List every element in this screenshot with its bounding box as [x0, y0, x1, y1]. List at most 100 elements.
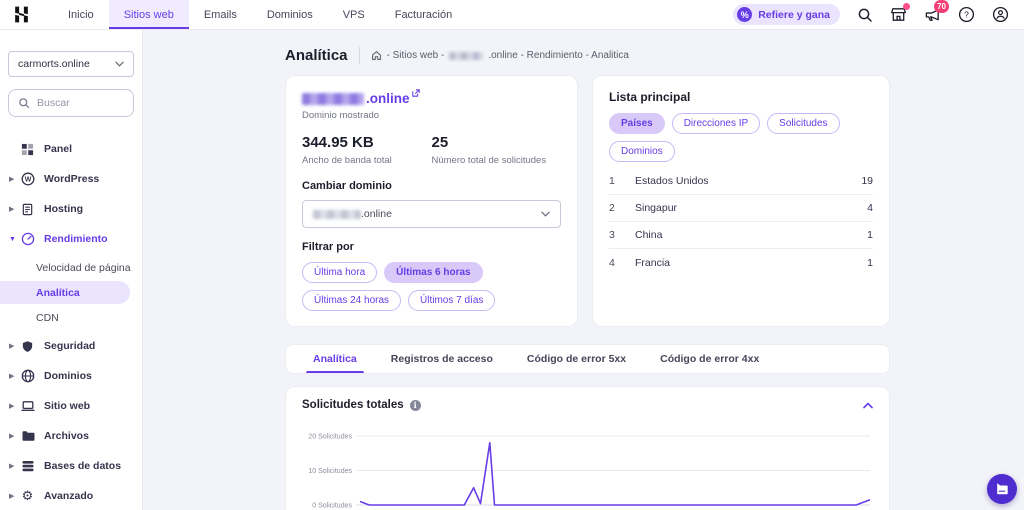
chevron-right-icon: ▶: [9, 176, 15, 183]
tab-analitica[interactable]: Analítica: [296, 345, 374, 373]
overview-card: .online Dominio mostrado 344.95 KB Ancho…: [285, 75, 578, 327]
bandwidth-stat: 344.95 KB Ancho de banda total: [302, 134, 432, 166]
sidebar-item-seguridad[interactable]: ▶ Seguridad: [9, 340, 96, 352]
tab-error-5xx[interactable]: Código de error 5xx: [526, 353, 627, 365]
sidebar-item-avanzado[interactable]: ▶ ⚙ Avanzado: [9, 488, 94, 504]
chevron-down-icon: ▼: [9, 235, 16, 243]
toplist-tab-direcciones-ip[interactable]: Direcciones IP: [671, 113, 761, 134]
chevron-right-icon: ▶: [9, 206, 15, 213]
wordpress-icon: W: [20, 172, 35, 187]
collapse-button[interactable]: [863, 401, 873, 409]
sidebar-item-bases-de-datos[interactable]: ▶ Bases de datos: [9, 459, 122, 474]
filter-ultimas-24-horas[interactable]: Últimas 24 horas: [302, 290, 402, 311]
change-domain-select[interactable]: .online: [302, 200, 561, 228]
info-icon[interactable]: i: [409, 399, 421, 411]
top-list-tabs: Países Direcciones IP Solicitudes Domini…: [609, 113, 873, 162]
redacted-domain: [302, 93, 364, 105]
svg-text:W: W: [24, 177, 31, 184]
main-nav: Inicio Sitios web Emails Dominios VPS Fa…: [53, 0, 467, 29]
chevron-right-icon: ▶: [9, 433, 15, 440]
sidebar-item-panel[interactable]: Panel: [0, 134, 142, 164]
total-requests-title: Solicitudes totales: [302, 399, 404, 411]
hosting-icon: [20, 202, 35, 217]
svg-text:20 Solicitudes: 20 Solicitudes: [308, 433, 352, 440]
hostinger-logo-icon: [15, 6, 28, 23]
search-icon: [858, 8, 872, 22]
domain-caption: Dominio mostrado: [302, 110, 380, 121]
sidebar-search[interactable]: [8, 89, 134, 117]
toplist-tab-paises[interactable]: Países: [609, 113, 665, 134]
filter-ultimos-7-dias[interactable]: Últimos 7 días: [408, 290, 496, 311]
nav-vps[interactable]: VPS: [342, 8, 365, 21]
database-icon: [20, 459, 35, 474]
requests-stat: 25 Número total de solicitudes: [432, 134, 562, 166]
breadcrumb: - Sitios web - .online - Rendimiento - A…: [371, 50, 629, 61]
tab-error-4xx[interactable]: Código de error 4xx: [660, 353, 760, 365]
tab-registros-de-acceso[interactable]: Registros de acceso: [390, 353, 493, 365]
stats-row: 344.95 KB Ancho de banda total 25 Número…: [302, 134, 561, 166]
nav-sitios-web[interactable]: Sitios web: [108, 0, 189, 29]
nav-emails[interactable]: Emails: [203, 8, 237, 21]
sidebar-item-rendimiento[interactable]: ▼ Rendimiento: [9, 232, 108, 247]
sidebar-subitem-cdn[interactable]: CDN: [36, 311, 59, 324]
chevron-right-icon: ▶: [9, 463, 15, 470]
table-row: 1 Estados Unidos 19: [609, 168, 873, 195]
toplist-tab-solicitudes[interactable]: Solicitudes: [767, 113, 840, 134]
hostinger-logo[interactable]: [12, 0, 31, 29]
filter-ultimas-6-horas[interactable]: Últimas 6 horas: [384, 262, 483, 283]
sidebar-menu: Panel ▶ W WordPress ▶ Hosting ▼ Rendimie…: [0, 134, 142, 510]
total-requests-card: Solicitudes totales i 0 Solicitudes 10 So…: [285, 386, 890, 510]
profile-button[interactable]: [991, 5, 1010, 24]
filter-ultima-hora[interactable]: Última hora: [302, 262, 378, 283]
search-icon: [19, 98, 30, 109]
nav-inicio[interactable]: Inicio: [68, 8, 94, 21]
sidebar-item-wordpress[interactable]: ▶ W WordPress: [9, 172, 100, 187]
top-list-title: Lista principal: [609, 90, 691, 104]
chevron-right-icon: ▶: [9, 493, 15, 500]
sidebar-item-dominios[interactable]: ▶ Dominios: [9, 369, 92, 383]
filter-label: Filtrar por: [302, 241, 354, 253]
sidebar: carmorts.online Panel ▶ W WordPress ▶ Ho…: [0, 30, 143, 510]
table-row: 3 China 1: [609, 222, 873, 249]
nav-facturacion[interactable]: Facturación: [394, 8, 453, 21]
sidebar-item-archivos[interactable]: ▶ Archivos: [9, 429, 89, 444]
analytics-tabs: Analítica Registros de acceso Código de …: [285, 344, 890, 374]
requests-line-chart: 0 Solicitudes 10 Solicitudes 20 Solicitude…: [302, 417, 873, 510]
performance-gauge-icon: [20, 232, 35, 247]
requests-label: Número total de solicitudes: [431, 155, 547, 166]
domain-selector[interactable]: carmorts.online: [8, 51, 134, 77]
svg-text:?: ?: [964, 10, 969, 20]
chevron-right-icon: ▶: [9, 343, 15, 350]
chat-widget-button[interactable]: [987, 474, 1017, 504]
chevron-down-icon: [541, 211, 550, 217]
store-notification-dot: [903, 3, 910, 10]
refer-and-earn-button[interactable]: % Refiere y gana: [733, 4, 840, 25]
svg-text:0 Solicitudes: 0 Solicitudes: [312, 503, 352, 510]
announcements-button[interactable]: 70: [923, 0, 949, 24]
toplist-tab-dominios[interactable]: Dominios: [609, 141, 675, 162]
sidebar-item-hosting[interactable]: ▶ Hosting: [9, 202, 84, 217]
chevron-right-icon: ▶: [9, 373, 15, 380]
search-button[interactable]: [855, 5, 874, 24]
percent-badge-icon: %: [737, 7, 753, 22]
help-button[interactable]: ?: [957, 5, 976, 24]
top-navigation: Inicio Sitios web Emails Dominios VPS Fa…: [0, 0, 1024, 30]
sidebar-subitem-velocidad[interactable]: Velocidad de página: [36, 261, 131, 274]
laptop-icon: [20, 399, 35, 414]
shown-domain-link[interactable]: .online: [302, 89, 561, 106]
folder-icon: [20, 429, 35, 444]
breadcrumb-prefix: - Sitios web -: [386, 50, 445, 61]
sidebar-item-sitio-web[interactable]: ▶ Sitio web: [9, 399, 91, 414]
chevron-right-icon: ▶: [9, 403, 15, 410]
nav-dominios[interactable]: Dominios: [266, 8, 313, 21]
store-button[interactable]: [889, 3, 910, 24]
table-row: 2 Singapur 4: [609, 195, 873, 222]
svg-text:10 Solicitudes: 10 Solicitudes: [308, 468, 352, 475]
sidebar-search-input[interactable]: [37, 97, 117, 109]
chevron-up-icon: [863, 401, 873, 408]
profile-icon: [992, 6, 1009, 23]
main-content: Analítica - Sitios web - .online - Rendi…: [143, 30, 1024, 510]
external-link-icon: [411, 89, 420, 97]
sidebar-subitem-analitica[interactable]: Analítica: [0, 281, 130, 304]
nav-right-controls: % Refiere y gana 70 ?: [733, 0, 1024, 29]
